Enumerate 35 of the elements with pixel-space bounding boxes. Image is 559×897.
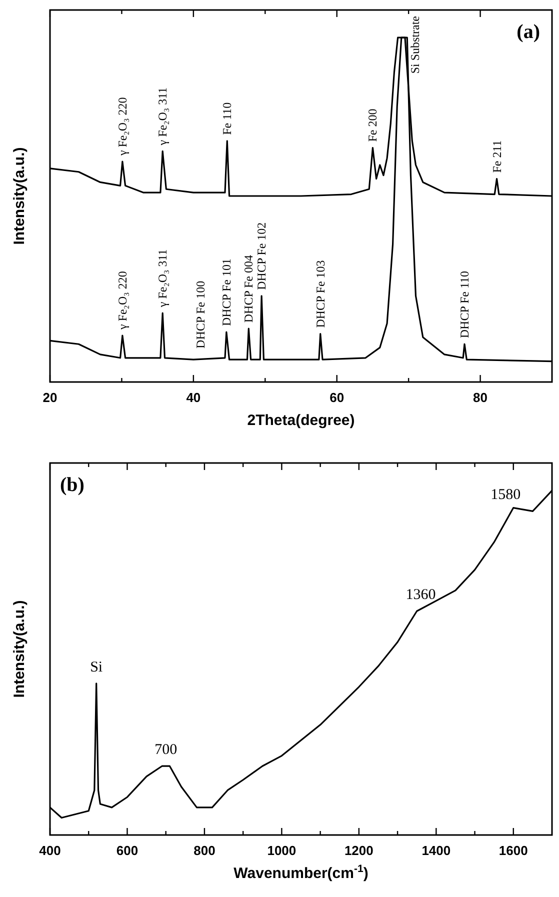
x-axis-title: 2Theta(degree) [247,412,355,429]
x-tick-label: 400 [39,843,61,858]
y-axis-title: Intensity(a.u.) [11,147,28,245]
annotation: Fe 110 [220,102,234,135]
annotation: (b) [60,474,84,496]
y-axis-title: Intensity(a.u.) [11,600,28,698]
annotation: (a) [516,21,540,43]
annotation: Si [90,659,103,676]
x-tick-label: 800 [194,843,216,858]
x-axis-title: Wavenumber(cm$^{-1}$) [234,863,368,882]
annotation: γ Fe₂O₃ 311 [156,249,170,308]
x-tick-label: 1400 [422,843,451,858]
annotation: Fe 211 [490,140,504,173]
annotation: DHCP Fe 100 [194,280,208,348]
annotation: DHCP Fe 103 [313,260,328,328]
annotation: DHCP Fe 004 [242,255,256,323]
x-tick-label: 80 [473,390,488,405]
annotation: DHCP Fe 101 [219,258,234,326]
annotation: 1580 [490,487,521,504]
x-tick-label: 1000 [267,843,296,858]
x-tick-label: 20 [42,390,58,405]
annotation: γ Fe₂O₃ 220 [115,97,130,157]
x-tick-label: 1600 [498,843,528,858]
x-tick-label: 600 [116,843,138,858]
annotation: Si Substrate [408,16,422,74]
annotation: 700 [154,742,178,758]
annotation: γ Fe₂O₃ 311 [156,87,170,146]
annotation: 1360 [406,587,436,604]
x-tick-label: 1200 [344,843,374,858]
annotation: DHCP Fe 110 [458,270,472,338]
annotation: Fe 200 [366,108,380,142]
x-tick-label: 40 [186,390,201,405]
annotation: DHCP Fe 102 [254,222,269,290]
annotation: γ Fe₂O₃ 220 [115,271,130,330]
x-tick-label: 60 [330,390,344,405]
